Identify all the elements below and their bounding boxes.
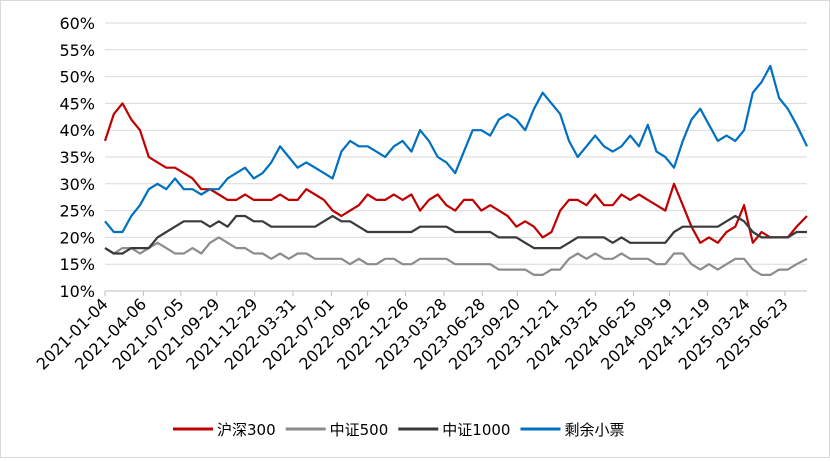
legend-label: 剩余小票 <box>564 421 624 439</box>
y-axis-tick-labels: 10% 15% 20% 25% 30% 35% 40% 45% 50% 55% 60% <box>59 14 95 301</box>
y-tick-label: 30% <box>59 175 95 194</box>
y-tick-label: 20% <box>59 228 95 247</box>
y-tick-label: 50% <box>59 68 95 87</box>
legend-label: 中证1000 <box>442 421 510 439</box>
y-tick-label: 60% <box>59 14 95 33</box>
y-tick-label: 15% <box>59 255 95 274</box>
legend-label: 沪深300 <box>217 421 276 439</box>
y-tick-label: 45% <box>59 94 95 113</box>
y-tick-label: 40% <box>59 121 95 140</box>
series-line <box>104 64 808 234</box>
y-tick-label: 55% <box>59 41 95 60</box>
x-axis-tick-labels: 2021-01-042021-04-062021-07-052021-09-29… <box>33 291 792 374</box>
y-tick-label: 10% <box>59 282 95 301</box>
series-lines <box>103 64 808 276</box>
series-line <box>103 102 808 244</box>
legend: 沪深300 中证500 中证1000 剩余小票 <box>173 421 624 439</box>
series-line <box>104 214 807 255</box>
gridlines <box>105 22 807 292</box>
series-line <box>104 236 808 276</box>
y-tick-label: 35% <box>59 148 95 167</box>
y-tick-label: 25% <box>59 202 95 221</box>
legend-label: 中证500 <box>330 421 389 439</box>
